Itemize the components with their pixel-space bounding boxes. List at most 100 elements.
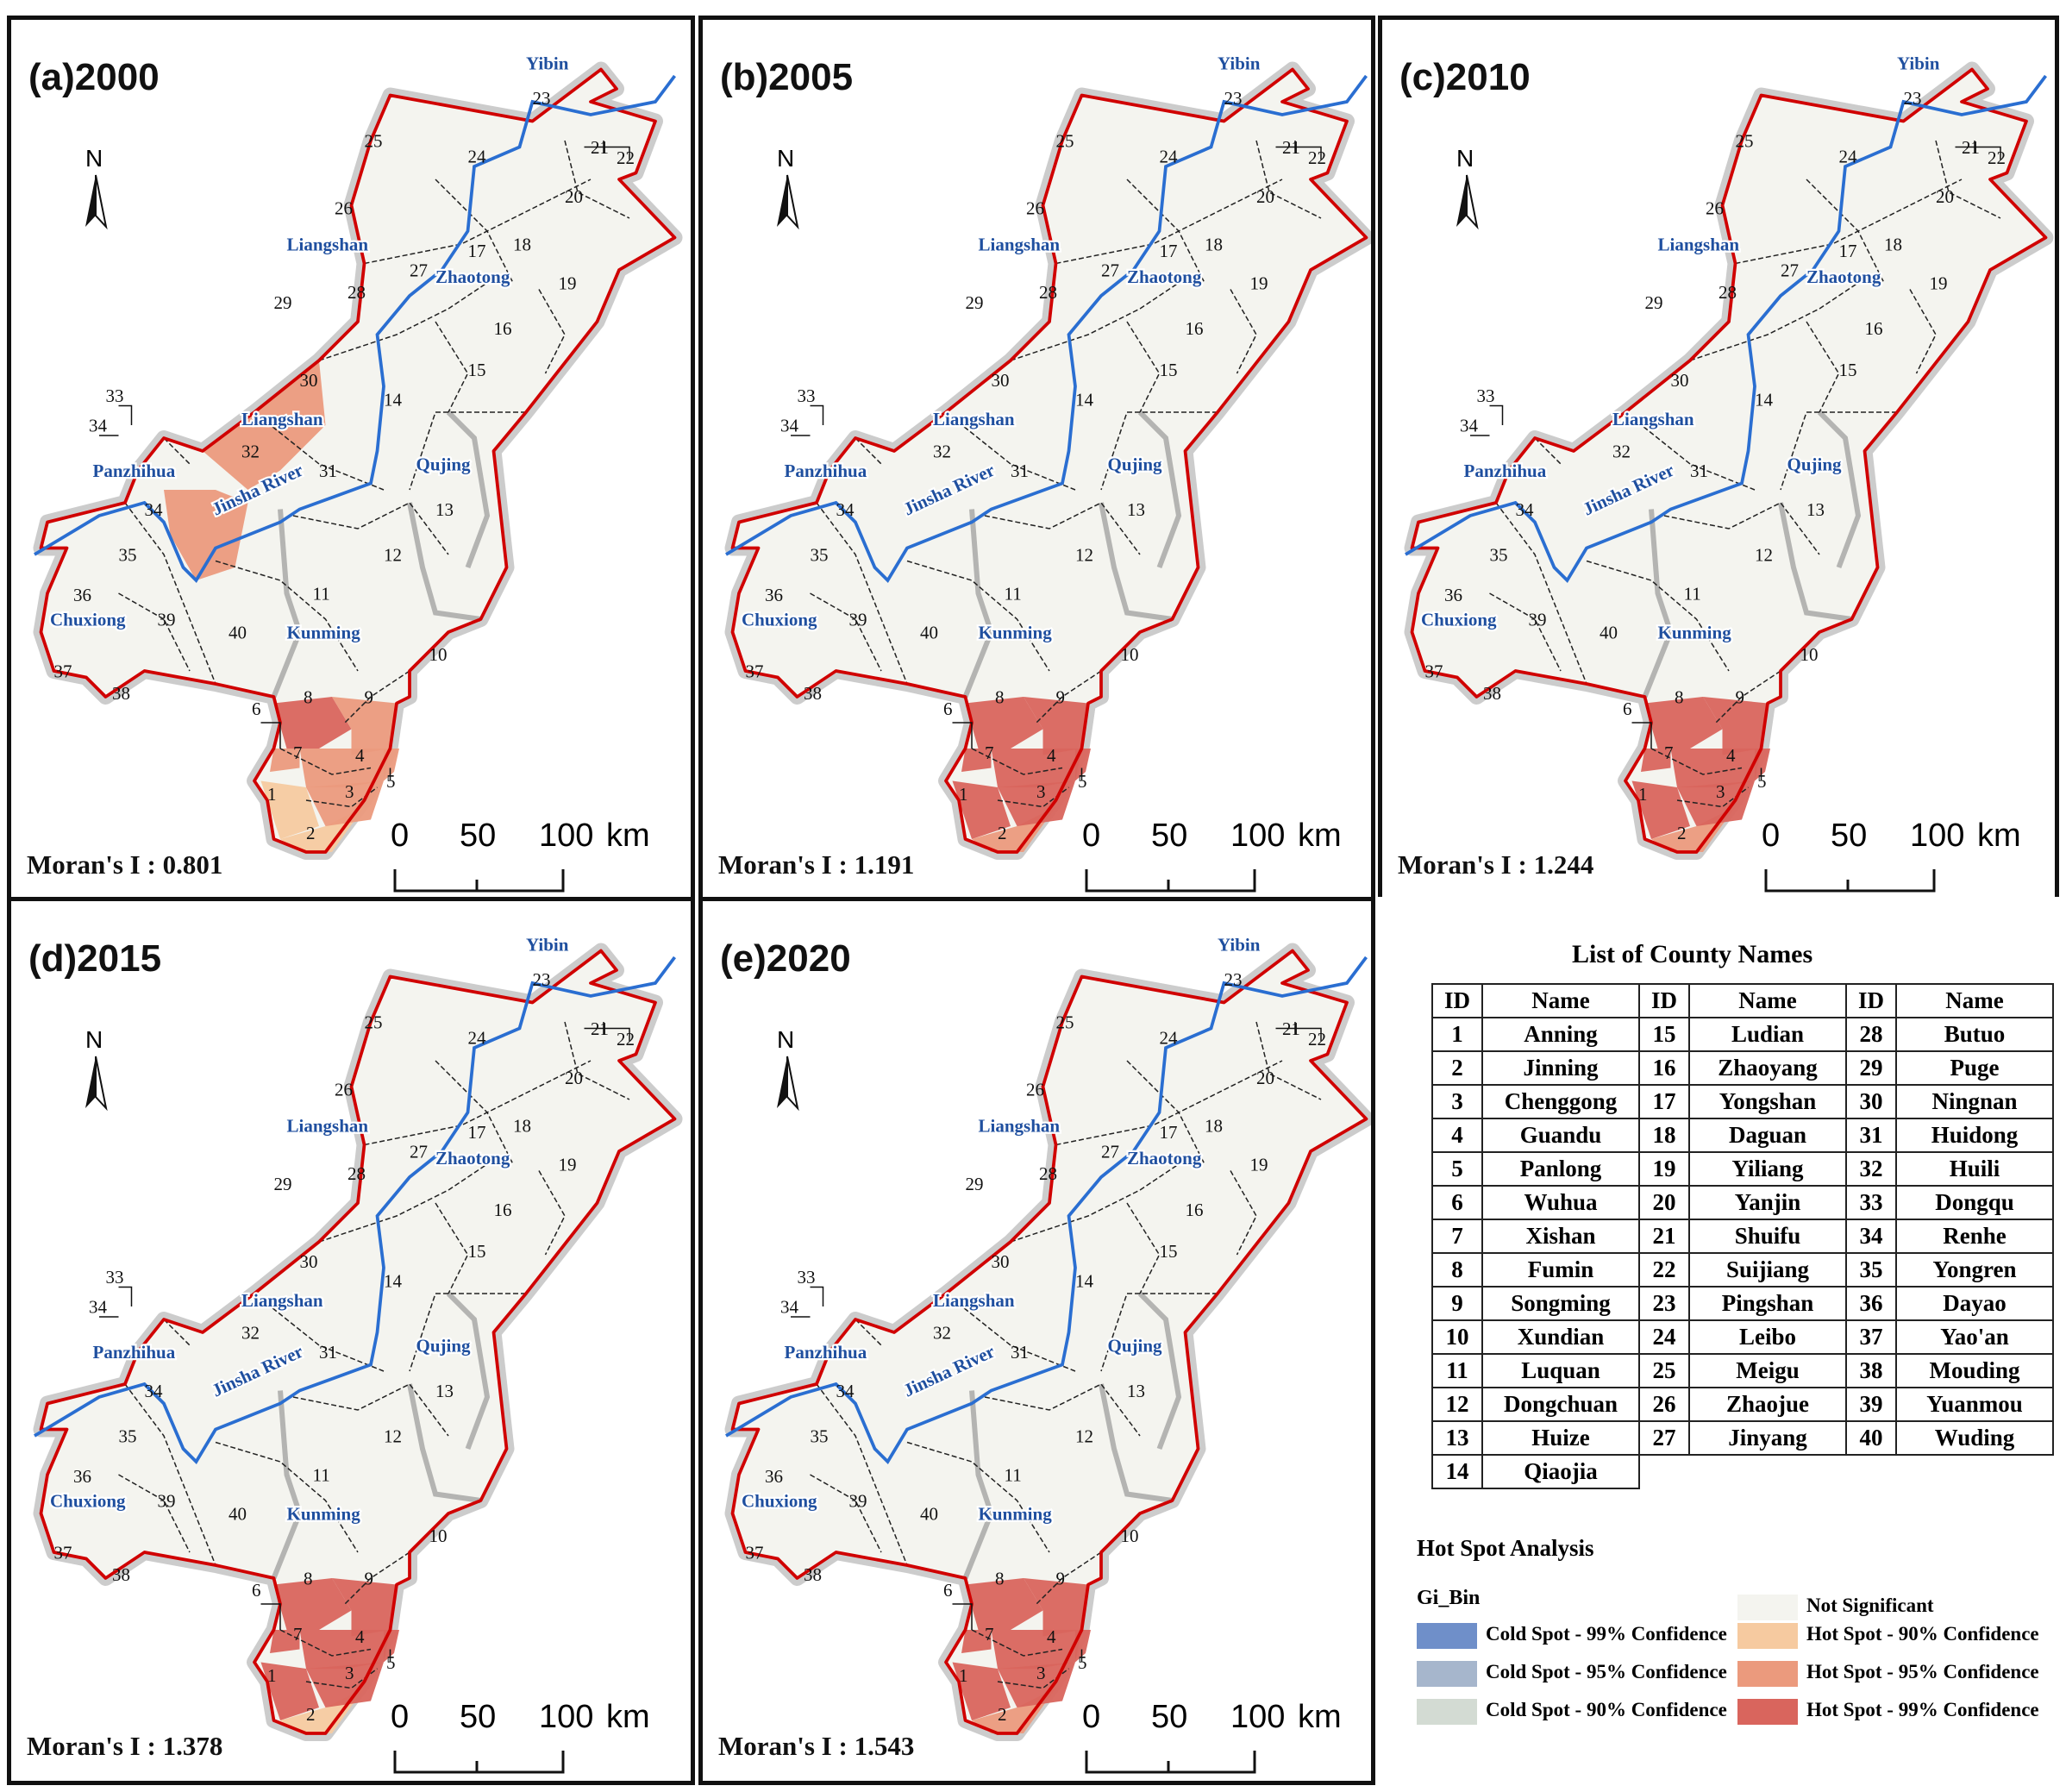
scale-bar-line: [393, 869, 565, 893]
county-boundary: [124, 502, 216, 685]
hotspot-county-9: [1024, 1578, 1088, 1637]
county-number: 22: [1988, 147, 2006, 168]
county-number: 20: [565, 186, 583, 207]
county-number: 28: [1719, 282, 1737, 303]
table-row: 9 Songming 23 Pingshan 36 Dayao: [1431, 1286, 2054, 1321]
county-number: 24: [468, 1028, 487, 1049]
leader-line: [1489, 404, 1504, 425]
county-number: 12: [1075, 1426, 1093, 1447]
study-area: [732, 950, 1367, 1733]
county-number: 38: [112, 1564, 130, 1585]
county-number: 18: [513, 235, 531, 255]
county-number: 23: [1224, 969, 1243, 990]
table-cell: Anning: [1481, 1017, 1640, 1052]
prefecture-boundary: [1137, 1291, 1182, 1451]
scale-label: 100: [539, 1699, 594, 1735]
scale-bar: 0 50 100 km: [1762, 818, 2038, 899]
study-area-outline: [730, 67, 1368, 854]
county-number: 5: [1078, 771, 1087, 792]
county-number: 14: [1075, 390, 1094, 410]
county-boundary: [945, 1293, 1076, 1372]
county-boundary: [564, 140, 630, 219]
county-number: 24: [1839, 147, 1858, 167]
county-number: 22: [1308, 147, 1326, 168]
county-number: 25: [1056, 1012, 1074, 1033]
table-cell: Huize: [1481, 1420, 1640, 1456]
county-number: 19: [559, 273, 577, 294]
hotspot-county-7: [299, 749, 345, 787]
county-number: 11: [313, 584, 330, 605]
table-cell: 12: [1431, 1387, 1483, 1422]
scale-label: 100: [1910, 818, 1965, 854]
county-number: 37: [54, 1543, 72, 1563]
county-boundary: [1715, 670, 1781, 724]
county-number: 31: [1690, 461, 1708, 481]
table-cell: 15: [1638, 1017, 1690, 1052]
county-number: 21: [1962, 137, 1980, 158]
table-cell: 37: [1845, 1319, 1897, 1355]
county-boundary: [810, 592, 882, 672]
county-number: 9: [1056, 1569, 1066, 1589]
county-number: 23: [533, 88, 551, 109]
prefecture-boundary: [271, 1383, 481, 1580]
county-number: 15: [468, 1241, 486, 1262]
scale-bar-line: [1085, 1751, 1256, 1774]
leader-line: [584, 146, 630, 160]
legend-item: Not Significant: [1737, 1591, 1934, 1620]
county-number: 24: [1160, 1028, 1179, 1049]
leader-line: [1631, 722, 1652, 749]
map-panel-b: 1 2 3 4 5 6 7 8 9 10 11 12 13 14 15 16 17 18 19 20 21 22 23 24 2…: [698, 16, 1375, 904]
county-boundary: [810, 1474, 882, 1553]
county-number: 35: [811, 545, 829, 566]
table-cell: Chenggong: [1481, 1084, 1640, 1119]
county-number: 11: [1005, 1465, 1022, 1486]
county-boundary: [1126, 179, 1205, 284]
region-label: Liangshan: [287, 1116, 369, 1137]
county-boundary: [1689, 282, 1859, 361]
table-row: 13 Huize 27 Jinyang 40 Wuding: [1431, 1420, 2054, 1456]
scale-label: km: [1977, 818, 2021, 854]
county-boundary: [1100, 411, 1218, 491]
county-boundary: [1663, 502, 1820, 555]
hotspot-county-8: [273, 1578, 352, 1630]
hotspot-county-3: [306, 1662, 384, 1707]
hotspot-county-7: [991, 1630, 1036, 1669]
county-boundary: [1489, 592, 1562, 672]
county-boundary: [1255, 1021, 1322, 1100]
table-cell: 29: [1845, 1050, 1897, 1086]
county-number: 31: [319, 1342, 337, 1363]
table-cell: Yiliang: [1688, 1151, 1847, 1187]
table-cell: 1: [1431, 1017, 1483, 1052]
scale-label: 0: [391, 1699, 410, 1735]
county-number: 34: [836, 499, 855, 520]
county-number: 30: [300, 370, 318, 391]
county-number: 7: [293, 742, 303, 763]
table-cell: 35: [1845, 1252, 1897, 1288]
table-cell: Dayao: [1895, 1286, 2054, 1321]
county-boundary: [318, 1163, 488, 1243]
county-number: 36: [73, 585, 91, 605]
table-header: ID: [1845, 983, 1897, 1018]
region-label: Kunming: [287, 1504, 361, 1525]
table-cell: Wuding: [1895, 1420, 2054, 1456]
county-number: 22: [1308, 1029, 1326, 1050]
county-number: 6: [252, 1580, 261, 1601]
county-boundary: [906, 1441, 1050, 1553]
leader-line: [118, 1286, 133, 1306]
county-boundary: [435, 1060, 514, 1165]
table-cell: 30: [1845, 1084, 1897, 1119]
county-boundary: [1586, 560, 1730, 672]
county-boundary: [344, 1551, 410, 1605]
county-boundary: [279, 748, 372, 775]
county-number: 9: [365, 687, 374, 708]
hotspot-county-1: [1631, 780, 1690, 839]
county-number: 24: [468, 147, 487, 167]
county-boundary: [1010, 282, 1180, 361]
hotspot-county-8: [965, 697, 1043, 749]
legend-swatch: [1737, 1698, 1798, 1725]
county-boundary: [1625, 411, 1756, 491]
county-number: 35: [119, 1426, 137, 1447]
county-number: 34: [145, 1381, 164, 1401]
morans-i-value: Moran's I : 1.378: [27, 1731, 223, 1761]
